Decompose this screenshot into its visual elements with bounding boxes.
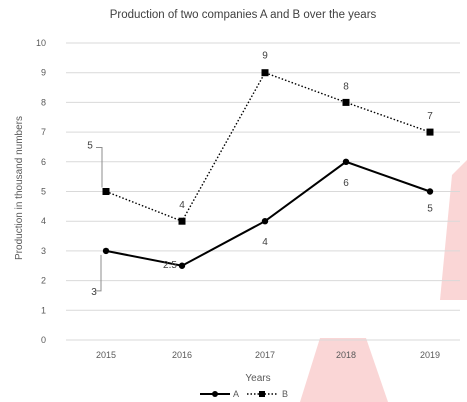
point-b-2018 (342, 98, 350, 106)
chart-title: Production of two companies A and B over… (110, 9, 377, 21)
point-a-2015 (102, 247, 110, 255)
data-label-a-2019: 5 (427, 204, 433, 215)
data-label-b-2017: 9 (262, 51, 268, 62)
legend-item-b: B (247, 389, 288, 399)
y-axis-title: Production in thousand numbers (14, 116, 25, 260)
point-b-2016 (178, 217, 186, 225)
x-tick-label-2017: 2017 (255, 350, 275, 360)
x-axis-title: Years (245, 373, 270, 384)
y-tick-label-3: 3 (41, 246, 46, 256)
series-layer (102, 69, 434, 269)
x-tick-label-2019: 2019 (420, 350, 440, 360)
point-b-2017 (261, 69, 269, 77)
point-b-2019 (426, 128, 434, 136)
grid (66, 42, 460, 341)
data-label-a-2016: 2.5 (163, 260, 177, 271)
series-line-b (105, 71, 431, 223)
data-labels: 3 2.5 4 6 5 5 4 9 8 7 (87, 51, 433, 298)
data-label-b-2015: 5 (87, 141, 93, 152)
y-axis-ticks: 0 1 2 3 4 5 6 7 8 9 10 (36, 38, 46, 345)
watermark-shape-right (440, 160, 467, 300)
legend-label-b: B (282, 389, 288, 399)
y-tick-label-4: 4 (41, 216, 46, 226)
y-tick-label-9: 9 (41, 68, 46, 78)
x-tick-label-2018: 2018 (336, 350, 356, 360)
data-label-a-2017: 4 (262, 237, 268, 248)
legend-label-a: A (233, 389, 239, 399)
y-tick-label-8: 8 (41, 97, 46, 107)
y-tick-label-6: 6 (41, 157, 46, 167)
y-tick-label-2: 2 (41, 276, 46, 286)
y-tick-label-7: 7 (41, 127, 46, 137)
callout-line-b-2015 (96, 147, 103, 188)
data-label-a-2015: 3 (91, 287, 97, 298)
y-tick-label-1: 1 (41, 305, 46, 315)
x-tick-label-2016: 2016 (172, 350, 192, 360)
watermark (300, 160, 467, 402)
legend-marker-b (259, 391, 265, 397)
y-tick-label-0: 0 (41, 335, 46, 345)
callout-line-a-2015 (96, 254, 102, 292)
series-line-a (105, 160, 431, 267)
legend-marker-a (212, 391, 218, 397)
watermark-shape-left (300, 338, 388, 402)
data-label-b-2018: 8 (343, 81, 349, 92)
x-axis-ticks: 2015 2016 2017 2018 2019 (96, 350, 440, 360)
y-tick-label-10: 10 (36, 38, 46, 48)
legend-item-a: A (200, 389, 239, 399)
point-a-2018 (342, 158, 350, 165)
y-tick-label-5: 5 (41, 187, 46, 197)
data-label-b-2016: 4 (179, 200, 185, 211)
data-label-b-2019: 7 (427, 111, 433, 122)
point-a-2017 (261, 218, 269, 225)
data-label-a-2018: 6 (343, 178, 349, 189)
legend: A B (200, 389, 288, 399)
label-callouts (96, 147, 103, 292)
x-tick-label-2015: 2015 (96, 350, 116, 360)
point-a-2016 (178, 262, 186, 269)
point-a-2019 (426, 188, 434, 195)
point-b-2015 (102, 188, 110, 195)
